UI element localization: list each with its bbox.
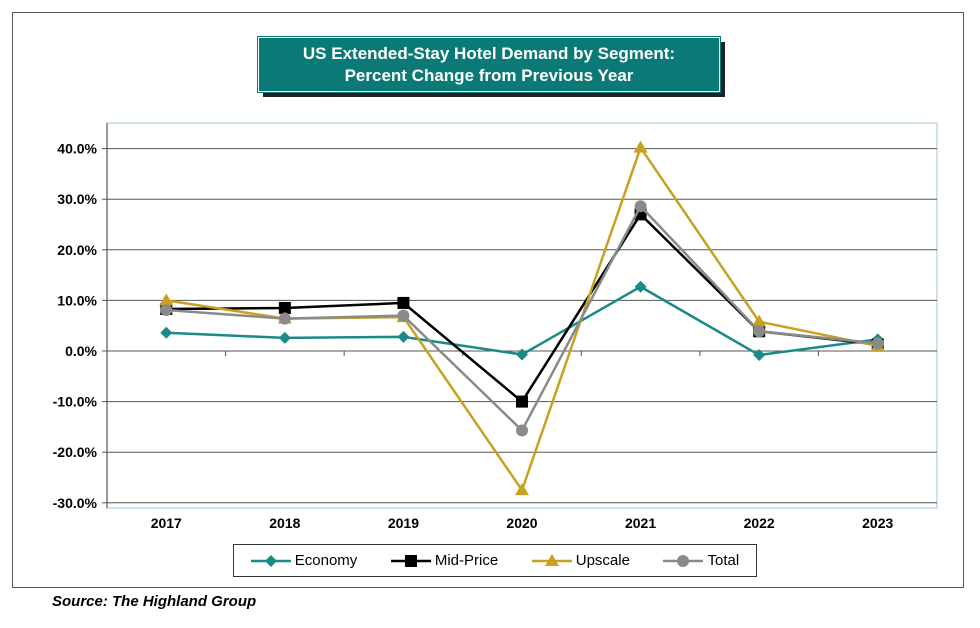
- y-tick-label: -10.0%: [53, 394, 98, 410]
- data-point-economy: [278, 331, 291, 344]
- x-tick-label: 2021: [625, 515, 656, 531]
- data-point-mid-price: [516, 395, 528, 408]
- source-note: Source: The Highland Group: [52, 593, 257, 610]
- data-point-total: [516, 424, 528, 437]
- data-point-upscale: [752, 314, 767, 327]
- title-line-1: US Extended-Stay Hotel Demand by Segment…: [302, 44, 676, 63]
- data-point-upscale: [159, 293, 174, 306]
- data-point-upscale: [633, 140, 648, 153]
- data-point-total: [871, 337, 884, 350]
- legend-label: Mid-Price: [434, 552, 499, 569]
- data-point-total: [753, 325, 766, 338]
- y-tick-label: 10.0%: [57, 292, 97, 308]
- data-point-total: [397, 309, 410, 322]
- legend: Economy Mid-Price Upscale Total: [233, 544, 757, 577]
- data-point-economy: [516, 348, 528, 361]
- legend-item-economy: Economy: [250, 552, 358, 569]
- data-point-economy: [160, 326, 173, 339]
- x-tick-label: 2018: [269, 515, 300, 531]
- data-point-mid-price: [278, 301, 291, 314]
- legend-symbol: [663, 554, 704, 567]
- data-point-economy: [634, 280, 647, 293]
- x-tick-label: 2019: [388, 515, 419, 531]
- data-point-mid-price: [397, 296, 410, 309]
- y-tick-label: -30.0%: [53, 495, 98, 511]
- x-tick-label: 2017: [151, 515, 182, 531]
- legend-symbol: [390, 554, 431, 567]
- legend-label: Upscale: [575, 552, 630, 569]
- y-tick-label: 20.0%: [57, 242, 97, 258]
- legend-item-total: Total: [663, 552, 739, 569]
- data-point-upscale: [515, 483, 529, 496]
- chart-title: US Extended-Stay Hotel Demand by Segment…: [257, 36, 721, 93]
- legend-symbol: [250, 554, 291, 567]
- legend-label: Total: [707, 552, 740, 569]
- x-tick-label: 2022: [744, 515, 775, 531]
- x-tick-label: 2020: [506, 515, 537, 531]
- chart-frame: [12, 12, 964, 588]
- data-point-economy: [397, 330, 410, 343]
- y-tick-label: 30.0%: [57, 191, 97, 207]
- data-point-total: [278, 312, 291, 325]
- legend-symbol: [531, 553, 572, 566]
- data-point-economy: [753, 349, 766, 362]
- x-tick-label: 2023: [862, 515, 893, 531]
- legend-item-mid-price: Mid-Price: [390, 552, 499, 569]
- y-tick-label: 40.0%: [57, 141, 97, 157]
- y-tick-label: 0.0%: [65, 343, 97, 359]
- data-point-total: [634, 200, 647, 213]
- legend-label: Economy: [294, 552, 358, 569]
- y-tick-label: -20.0%: [53, 444, 98, 460]
- legend-item-upscale: Upscale: [531, 552, 630, 569]
- data-point-total: [160, 304, 173, 317]
- title-line-2: Percent Change from Previous Year: [344, 66, 634, 85]
